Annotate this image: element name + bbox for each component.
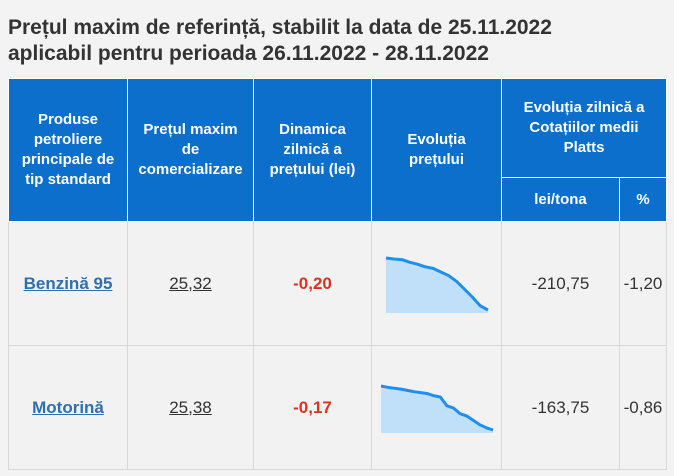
price-cell: 25,32 bbox=[127, 221, 254, 346]
platts-percent-value: -1,20 bbox=[623, 273, 663, 293]
platts-lei-tona-value: -210,75 bbox=[531, 273, 590, 293]
sparkline-line bbox=[380, 384, 493, 431]
platts-lei-tona-value: -163,75 bbox=[531, 397, 590, 417]
price-trend-sparkline bbox=[385, 256, 489, 313]
price-trend-sparkline bbox=[380, 384, 493, 433]
title-line-1: Prețul maxim de referință, stabilit la d… bbox=[8, 16, 552, 39]
product-link-motorina[interactable]: Motorină bbox=[32, 397, 104, 417]
header-lei-tona: lei/tona bbox=[501, 177, 620, 222]
reference-price-table: Produse petroliere principale de tip sta… bbox=[8, 78, 667, 470]
daily-dynamics-value: -0,20 bbox=[293, 273, 332, 293]
dynamics-cell: -0,20 bbox=[253, 221, 372, 346]
sparkline-cell bbox=[371, 221, 502, 346]
header-platts-evolution: Evoluția zilnică a Cotațiilor medii Plat… bbox=[501, 78, 667, 178]
daily-dynamics-value: -0,17 bbox=[293, 397, 332, 417]
product-cell: Benzină 95 bbox=[8, 221, 128, 346]
dynamics-cell: -0,17 bbox=[253, 345, 372, 470]
sparkline-cell bbox=[371, 345, 502, 470]
sparkline-area bbox=[380, 385, 493, 433]
table-row: Motorină 25,38 -0,17 -163,75 -0,86 bbox=[8, 345, 667, 470]
percent-cell: -0,86 bbox=[619, 345, 667, 470]
price-link[interactable]: 25,32 bbox=[169, 273, 212, 293]
header-daily-dynamics: Dinamica zilnică a prețului (lei) bbox=[253, 78, 372, 222]
sparkline-line bbox=[385, 256, 489, 311]
lei-tona-cell: -163,75 bbox=[501, 345, 620, 470]
page-title: Prețul maxim de referință, stabilit la d… bbox=[8, 15, 668, 67]
percent-cell: -1,20 bbox=[619, 221, 667, 346]
platts-percent-value: -0,86 bbox=[623, 397, 663, 417]
header-price-evolution: Evoluția prețului bbox=[371, 78, 502, 222]
header-percent: % bbox=[619, 177, 667, 222]
table-row: Benzină 95 25,32 -0,20 -210,75 -1,20 bbox=[8, 221, 667, 346]
lei-tona-cell: -210,75 bbox=[501, 221, 620, 346]
header-products: Produse petroliere principale de tip sta… bbox=[8, 78, 128, 222]
sparkline-area bbox=[385, 257, 488, 313]
product-link-benzina-95[interactable]: Benzină 95 bbox=[23, 273, 113, 293]
price-cell: 25,38 bbox=[127, 345, 254, 470]
product-cell: Motorină bbox=[8, 345, 128, 470]
title-line-2: aplicabil pentru perioada 26.11.2022 - 2… bbox=[8, 42, 489, 65]
price-link[interactable]: 25,38 bbox=[169, 397, 212, 417]
header-max-price: Prețul maxim de comercializare bbox=[127, 78, 254, 222]
